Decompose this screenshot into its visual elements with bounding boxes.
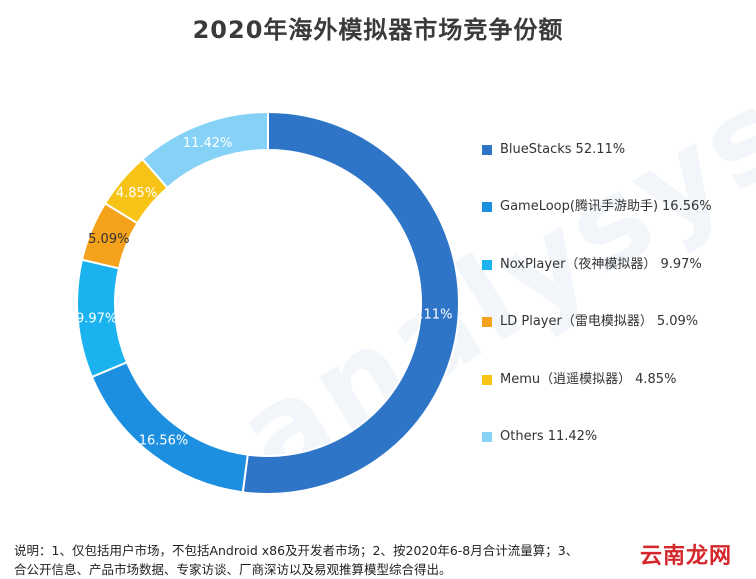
footnote-line-1: 说明：1、仅包括用户市场，不包括Android x86及开发者市场；2、按202…: [14, 541, 734, 560]
legend-value: 4.85%: [635, 371, 677, 387]
legend-value: 11.42%: [547, 428, 598, 444]
corner-watermark-logo: 云南龙网: [633, 540, 738, 569]
legend-label: NoxPlayer（夜神模拟器）: [500, 256, 657, 272]
slice-value-label-3: 5.09%: [88, 232, 129, 247]
legend-label: Others: [500, 428, 544, 444]
slice-value-label-1: 16.56%: [139, 434, 189, 449]
chart-title: 2020年海外模拟器市场竞争份额: [192, 16, 564, 44]
legend-item-4: Memu（逍遥模拟器） 4.85%: [474, 370, 754, 427]
donut-slice-1: [90, 360, 249, 494]
donut-slice-0: [241, 110, 460, 495]
slice-value-label-4: 4.85%: [116, 186, 157, 201]
legend-swatch: [482, 374, 492, 385]
footnote: 说明：1、仅包括用户市场，不包括Android x86及开发者市场；2、按202…: [14, 541, 734, 579]
legend-label: Memu（逍遥模拟器）: [500, 371, 632, 387]
slice-value-label-2: 9.97%: [76, 312, 117, 327]
legend-swatch: [482, 259, 492, 270]
slice-value-label-5: 11.42%: [183, 136, 233, 151]
legend-item-5: Others 11.42%: [474, 427, 754, 484]
legend-item-2: NoxPlayer（夜神模拟器） 9.97%: [474, 255, 754, 312]
slice-value-label-0: 52.11%: [403, 308, 453, 323]
legend-label: BlueStacks: [500, 142, 572, 157]
legend-label: GameLoop(腾讯手游助手): [500, 199, 659, 215]
donut-slice-5: [140, 110, 269, 190]
legend-label: LD Player（雷电模拟器）: [500, 314, 653, 330]
legend-item-1: GameLoop(腾讯手游助手) 16.56%: [474, 197, 754, 254]
legend-swatch: [482, 202, 492, 213]
chart-legend: BlueStacks 52.11% GameLoop(腾讯手游助手) 16.56% No…: [474, 140, 754, 484]
footnote-line-2: 合公开信息、产品市场数据、专家访谈、厂商深访以及易观推算模型综合得出。: [14, 562, 452, 577]
legend-swatch: [482, 317, 492, 328]
legend-item-0: BlueStacks 52.11%: [474, 140, 754, 197]
legend-swatch: [482, 145, 492, 155]
legend-swatch: [482, 431, 492, 442]
legend-value: 52.11%: [575, 142, 626, 157]
legend-value: 5.09%: [656, 314, 699, 330]
legend-item-3: LD Player（雷电模拟器） 5.09%: [474, 312, 754, 369]
footnote-line-1-text: 说明：1、仅包括用户市场，不包括Android x86及开发者市场；2、按202…: [14, 543, 579, 558]
legend-value: 16.56%: [662, 199, 712, 215]
legend-value: 9.97%: [660, 256, 702, 272]
